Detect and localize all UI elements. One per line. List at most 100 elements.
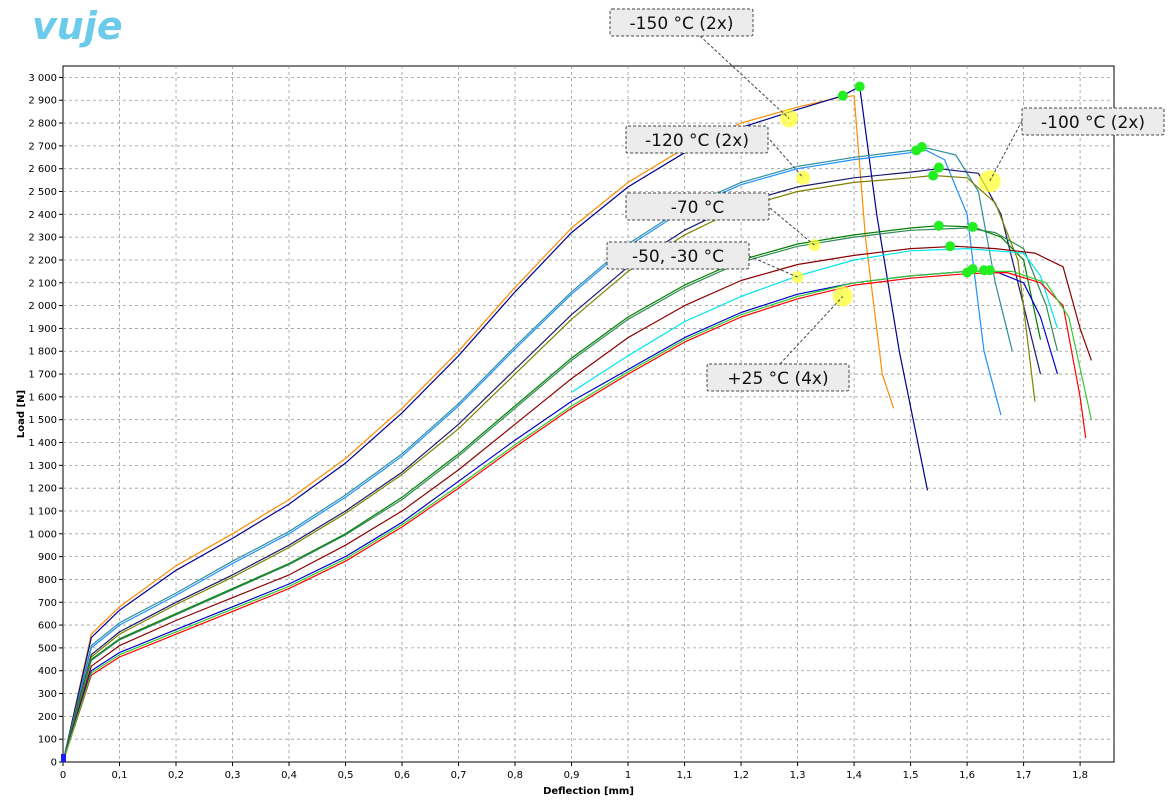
y-tick-label: 1 800 (28, 347, 57, 358)
y-tick-label: 1 600 (28, 392, 57, 403)
x-tick-label: 1,4 (846, 770, 862, 781)
y-tick-label: 2 200 (28, 255, 57, 266)
x-tick-label: 1,6 (959, 770, 975, 781)
callout-leader (769, 139, 804, 179)
y-tick-label: 1 100 (28, 506, 57, 517)
x-tick-label: 0,8 (507, 770, 523, 781)
green-marker (967, 264, 978, 275)
callout-box (625, 192, 770, 221)
callout-label: -50, -30 °C (632, 247, 724, 267)
callout-leader (699, 35, 790, 119)
plot-frame (62, 65, 1115, 763)
series-line-8 (62, 227, 1059, 763)
x-tick-label: 0,1 (112, 770, 128, 781)
x-tick-label: 0,2 (168, 770, 184, 781)
series-line-13 (62, 270, 1092, 763)
y-tick-label: 300 (38, 689, 57, 700)
series-line-5 (62, 168, 1042, 763)
callout-label: -100 °C (2x) (1041, 113, 1145, 133)
callout-leader (748, 255, 798, 278)
callout-leader (779, 296, 844, 365)
yellow-marker (978, 170, 1001, 193)
series-line-12 (62, 271, 1087, 763)
green-marker (854, 81, 865, 92)
callout-box (706, 363, 850, 392)
series-line-3 (62, 147, 1002, 763)
callout-leader (989, 120, 1023, 182)
callout-box (1021, 107, 1165, 136)
callout-label: -70 °C (671, 198, 725, 218)
y-tick-label: 2 800 (28, 119, 57, 130)
y-tick-label: 600 (38, 621, 57, 632)
green-marker (837, 90, 848, 101)
y-tick-label: 3 000 (28, 73, 57, 84)
series-line-10 (62, 245, 1092, 763)
green-marker (984, 265, 995, 276)
x-tick-label: 0 (60, 770, 66, 781)
x-tick-label: 1 (625, 770, 631, 781)
green-marker (928, 170, 939, 181)
y-tick-label: 1 400 (28, 438, 57, 449)
series-line-4 (62, 147, 1013, 763)
y-tick-label: 500 (38, 643, 57, 654)
series-line-1 (62, 95, 895, 763)
y-tick-label: 1 900 (28, 324, 57, 335)
y-tick-label: 1 000 (28, 529, 57, 540)
callouts: -150 °C (2x) -120 °C (2x) -100 °C (2x) -70 … (606, 8, 1165, 392)
series-line-7 (62, 225, 1042, 763)
vuje-logo: vuje (32, 4, 123, 48)
green-marker (967, 221, 978, 232)
x-tick-label: 0,7 (451, 770, 467, 781)
x-tick-label: 0,4 (281, 770, 297, 781)
y-tick-label: 900 (38, 552, 57, 563)
y-tick-label: 0 (51, 758, 57, 769)
y-tick-label: 100 (38, 735, 57, 746)
origin-marker (61, 754, 66, 762)
y-tick-label: 1 700 (28, 370, 57, 381)
y-tick-label: 1 200 (28, 484, 57, 495)
y-tick-label: 800 (38, 575, 57, 586)
y-tick-label: 700 (38, 598, 57, 609)
x-tick-label: 0,9 (564, 770, 580, 781)
y-tick-label: 400 (38, 666, 57, 677)
y-tick-label: 2 400 (28, 210, 57, 221)
callout-box (606, 241, 750, 270)
x-tick-label: 1,3 (790, 770, 806, 781)
x-tick-label: 1,8 (1072, 770, 1088, 781)
y-tick-label: 2 700 (28, 141, 57, 152)
x-tick-label: 1,2 (733, 770, 749, 781)
y-axis-label: Load [N] (16, 390, 27, 438)
y-tick-label: 2 000 (28, 301, 57, 312)
series-line-6 (62, 174, 1036, 763)
series-line-9 (571, 248, 1059, 393)
y-tick-label: 2 500 (28, 187, 57, 198)
green-marker (916, 142, 927, 153)
callout-box (609, 8, 754, 37)
x-tick-label: 1,5 (903, 770, 919, 781)
x-tick-label: 0,5 (338, 770, 354, 781)
y-tick-label: 2 900 (28, 96, 57, 107)
tick-labels: 0 0,1 0,2 0,3 0,4 0,5 0,6 0,7 0,8 0,9 1 1,1 1,2 1,3 1,… (28, 73, 1088, 781)
callout-leader (769, 207, 815, 246)
y-tick-label: 2 600 (28, 164, 57, 175)
callout-label: +25 °C (4x) (727, 369, 828, 389)
x-tick-label: 0,6 (394, 770, 410, 781)
x-axis-label: Deflection [mm] (543, 786, 634, 797)
callout-label: -120 °C (2x) (645, 131, 749, 151)
x-tick-label: 1,7 (1016, 770, 1032, 781)
y-tick-label: 2 100 (28, 278, 57, 289)
y-tick-label: 1 500 (28, 415, 57, 426)
y-tick-label: 2 300 (28, 233, 57, 244)
callout-label: -150 °C (2x) (630, 14, 734, 34)
y-tick-label: 200 (38, 712, 57, 723)
markers (61, 81, 1001, 762)
x-tick-label: 1,1 (677, 770, 693, 781)
grid (59, 65, 1115, 766)
callout-box (625, 125, 769, 154)
green-marker (945, 241, 956, 252)
series-line-11 (62, 270, 1059, 763)
y-tick-label: 1 300 (28, 461, 57, 472)
green-marker (933, 220, 944, 231)
x-tick-label: 0,3 (225, 770, 241, 781)
